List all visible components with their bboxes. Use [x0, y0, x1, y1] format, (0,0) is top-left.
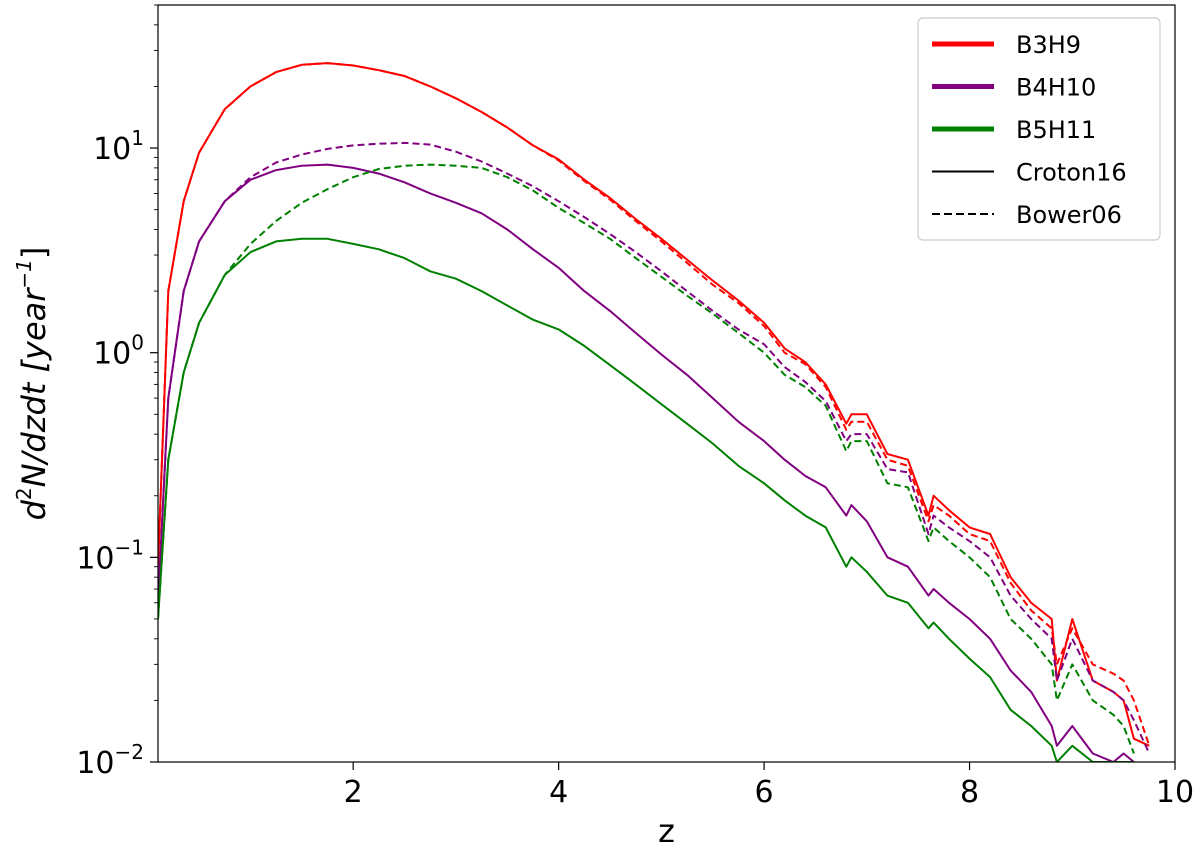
y-axis-label: d2N/dzdt [year−1]	[12, 247, 53, 521]
y-axis-ticks: 10−2 10−1 100 101	[76, 4, 158, 781]
series-line-b5h11-croton16	[158, 237, 1134, 762]
y-axis-label-d: d	[15, 499, 53, 520]
series-line-b4h10-bower06	[158, 141, 1151, 754]
legend-label: B4H10	[1016, 74, 1096, 102]
series-line-b3h9-bower06	[158, 62, 1151, 747]
x-tick-label: 4	[549, 775, 568, 810]
series-line-b4h10-croton16	[158, 163, 1135, 762]
legend-entries: B3H9 B4H10 B5H11 Croton16 Bower06	[932, 31, 1127, 229]
y-tick-label: 101	[93, 126, 144, 167]
legend: B3H9 B4H10 B5H11 Croton16 Bower06	[917, 17, 1161, 241]
legend-label: Bower06	[1016, 201, 1122, 229]
legend-label: B3H9	[1016, 31, 1081, 59]
y-axis-label-exponent: −1	[12, 259, 36, 288]
x-tick-label: 2	[344, 775, 363, 810]
y-axis-label-main: N/dzdt [year	[15, 287, 53, 488]
y-tick-label: 10−1	[76, 535, 144, 576]
x-tick-label: 10	[1156, 775, 1194, 810]
x-axis-label: z	[658, 812, 675, 848]
y-axis-label-close: ]	[15, 247, 53, 259]
series-layer	[158, 62, 1151, 762]
legend-label: Croton16	[1016, 159, 1127, 187]
y-axis-label-power: 2	[12, 487, 36, 500]
legend-box	[917, 17, 1161, 241]
series-line-b5h11-bower06	[158, 163, 1135, 754]
legend-label: B5H11	[1016, 116, 1096, 144]
y-tick-label: 100	[93, 331, 144, 372]
x-tick-label: 8	[960, 775, 979, 810]
x-tick-label: 6	[755, 775, 774, 810]
x-axis-ticks: 2 4 6 8 10	[344, 762, 1194, 810]
plot-frame	[157, 4, 1176, 763]
y-tick-label: 10−2	[76, 740, 144, 781]
